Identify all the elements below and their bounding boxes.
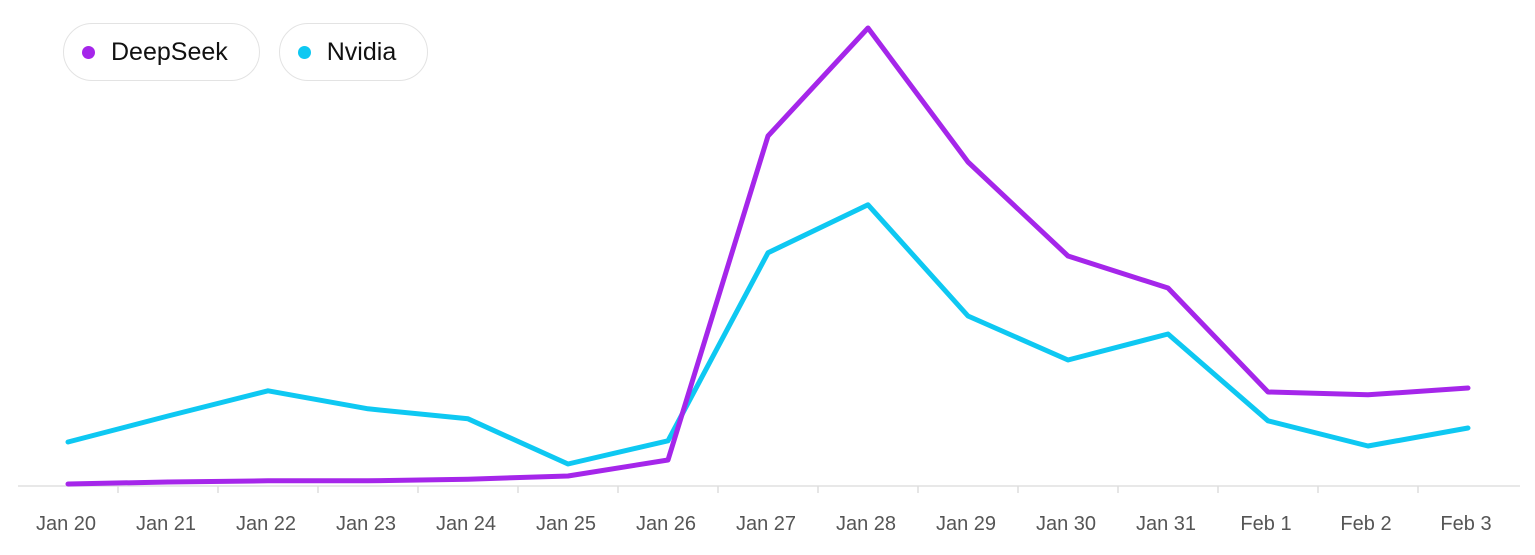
legend-item-deepseek[interactable]: DeepSeek [63,23,260,81]
legend-swatch-deepseek [82,45,95,59]
x-tick-label: Jan 25 [536,513,596,535]
series-line-deepseek [65,25,1471,487]
x-tick-label: Jan 28 [836,513,896,535]
x-tick-label: Feb 3 [1440,513,1491,535]
legend-swatch-nvidia [297,45,311,59]
x-tick-label: Jan 26 [636,513,696,535]
legend-label-deepseek: DeepSeek [111,37,228,66]
x-tick-label: Jan 20 [36,513,96,535]
x-tick-label: Jan 24 [436,513,496,535]
x-axis-ticks: Jan 20 Jan 21 Jan 22 Jan 23 Jan 24 Jan 25 Jan … [36,486,1492,535]
x-tick-label: Feb 1 [1240,513,1291,535]
legend-item-nvidia[interactable]: Nvidia [278,23,429,81]
legend-label-nvidia: Nvidia [326,37,397,66]
series-lines [65,25,1471,487]
x-tick-label: Jan 23 [336,513,396,535]
legend: DeepSeek Nvidia [63,23,429,81]
series-line-nvidia [65,202,1471,467]
x-tick-label: Jan 29 [936,513,996,535]
x-tick-label: Feb 2 [1340,513,1391,535]
x-tick-label: Jan 31 [1136,513,1196,535]
x-tick-label: Jan 30 [1036,513,1096,535]
x-tick-label: Jan 21 [136,513,196,535]
x-tick-label: Jan 27 [736,513,796,535]
x-tick-label: Jan 22 [236,513,296,535]
